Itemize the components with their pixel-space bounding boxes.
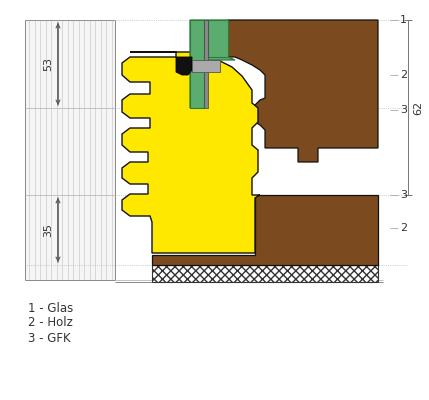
Text: 3: 3 [400, 190, 407, 200]
Text: 35: 35 [43, 223, 53, 237]
Text: 3 - GFK: 3 - GFK [28, 332, 71, 344]
Polygon shape [204, 20, 208, 108]
Polygon shape [228, 20, 378, 162]
Text: 2 - Holz: 2 - Holz [28, 316, 73, 330]
Polygon shape [192, 60, 220, 72]
Polygon shape [152, 195, 378, 265]
Text: 2: 2 [400, 70, 407, 80]
Polygon shape [190, 20, 204, 108]
Polygon shape [152, 265, 378, 282]
Text: 1: 1 [400, 15, 407, 25]
Polygon shape [176, 57, 192, 75]
Polygon shape [208, 20, 228, 57]
Text: 3: 3 [400, 105, 407, 115]
Polygon shape [122, 52, 260, 253]
Text: 62: 62 [413, 101, 423, 115]
Polygon shape [25, 20, 115, 280]
Text: 53: 53 [43, 57, 53, 71]
Text: 2: 2 [400, 223, 407, 233]
Text: 1 - Glas: 1 - Glas [28, 302, 73, 314]
Polygon shape [190, 20, 235, 108]
